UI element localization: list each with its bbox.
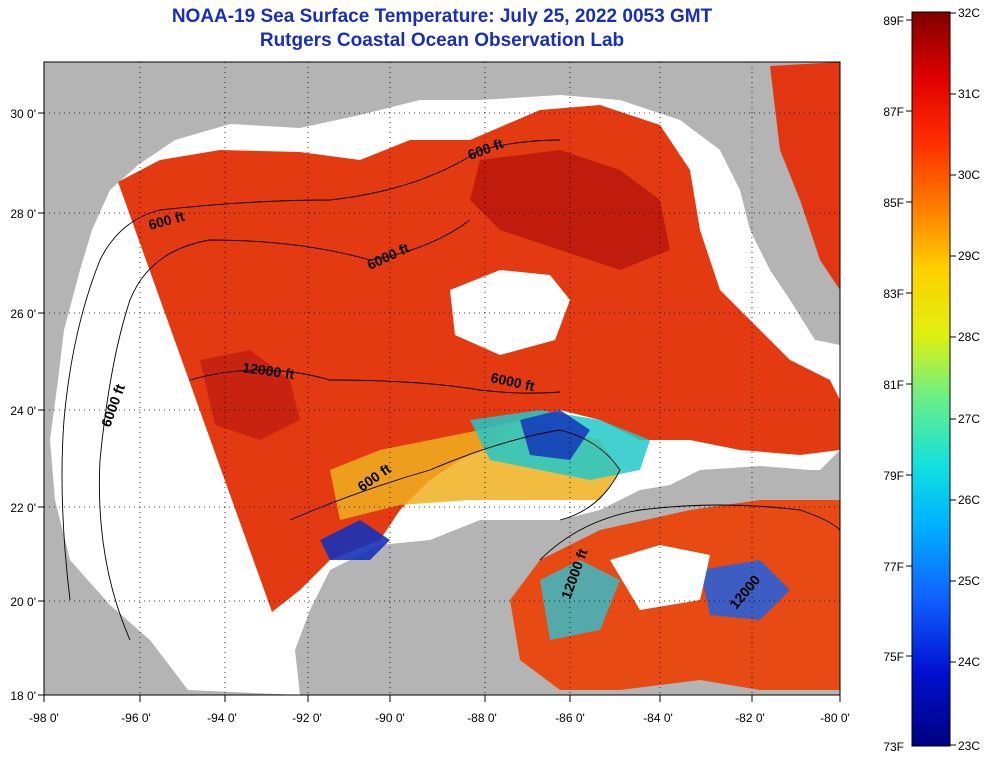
sst-atlantic [770,62,840,290]
longitude-axis: -98 0' -96 0' -94 0' -92 0' -90 0' -88 0… [29,695,850,725]
contour-yucatan [289,429,621,521]
lon-tick-label: -82 0' [735,711,765,725]
lon-tick-label: -96 0' [121,711,151,725]
sst-swath-hot [470,150,670,270]
map-subtitle: Rutgers Coastal Ocean Observation Lab [259,30,625,51]
contour-caribbean [539,504,841,561]
sst-caribbean-cyan [540,560,620,640]
lat-tick-label: 26 0' [10,307,36,321]
graticule [44,62,840,695]
contour-600 [61,139,561,601]
latitude-axis: 30 0' 28 0' 26 0' 24 0' 22 0' 20 0' 18 0… [10,107,44,703]
lon-tick-label: -98 0' [29,711,59,725]
lon-tick-label: -92 0' [292,711,322,725]
bathymetry-contours [61,139,841,641]
lon-tick-label: -88 0' [467,711,497,725]
contour-6000 [98,219,471,641]
map-title: NOAA-19 Sea Surface Temperature: July 25… [171,6,713,27]
lat-tick-label: 18 0' [10,689,36,703]
contour-12000 [189,369,561,394]
lat-tick-label: 28 0' [10,207,36,221]
sst-swath-cold [320,520,390,560]
cuba-land [640,466,840,510]
contour-label: 12000 ft [242,359,296,382]
sst-swath-cold-east [520,410,590,460]
lon-tick-label: -80 0' [820,711,850,725]
lon-tick-label: -94 0' [207,711,237,725]
map-frame [43,61,841,696]
sst-caribbean-cool [700,560,790,620]
lon-tick-label: -86 0' [555,711,585,725]
lat-tick-label: 30 0' [10,107,36,121]
lon-tick-label: -84 0' [643,711,673,725]
lon-tick-label: -90 0' [375,711,405,725]
lat-tick-label: 22 0' [10,501,36,515]
sst-clouds-gulf [450,270,570,355]
yucatan-land [295,520,545,695]
lat-tick-label: 20 0' [10,595,36,609]
lat-tick-label: 24 0' [10,404,36,418]
